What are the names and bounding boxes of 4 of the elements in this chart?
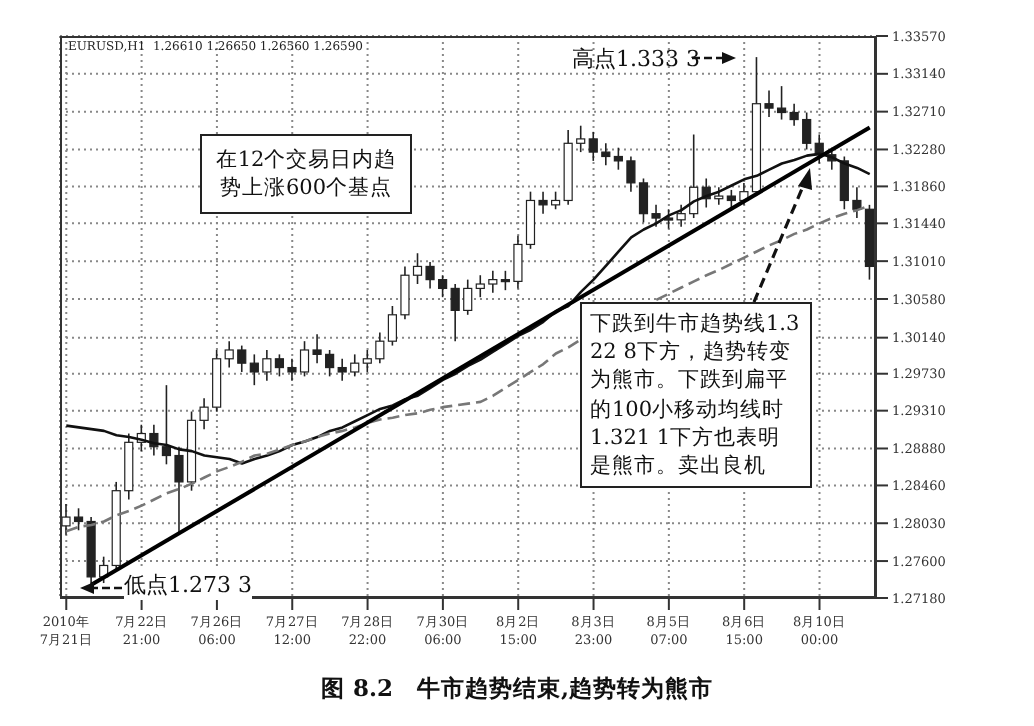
annotation: 在12个交易日内趋势上涨600个基点 <box>200 134 412 215</box>
text: 图 8.2 牛市趋势结束,趋势转为熊市 <box>318 674 715 704</box>
annotation: 下跌到牛市趋势线1.322 8下方，趋势转变为熊市。下跌到扁平的100小移动均线时1.321 1下方也表明是熊市。卖出良机 <box>580 302 812 489</box>
annotation: 低点1.273 3 <box>124 570 252 600</box>
